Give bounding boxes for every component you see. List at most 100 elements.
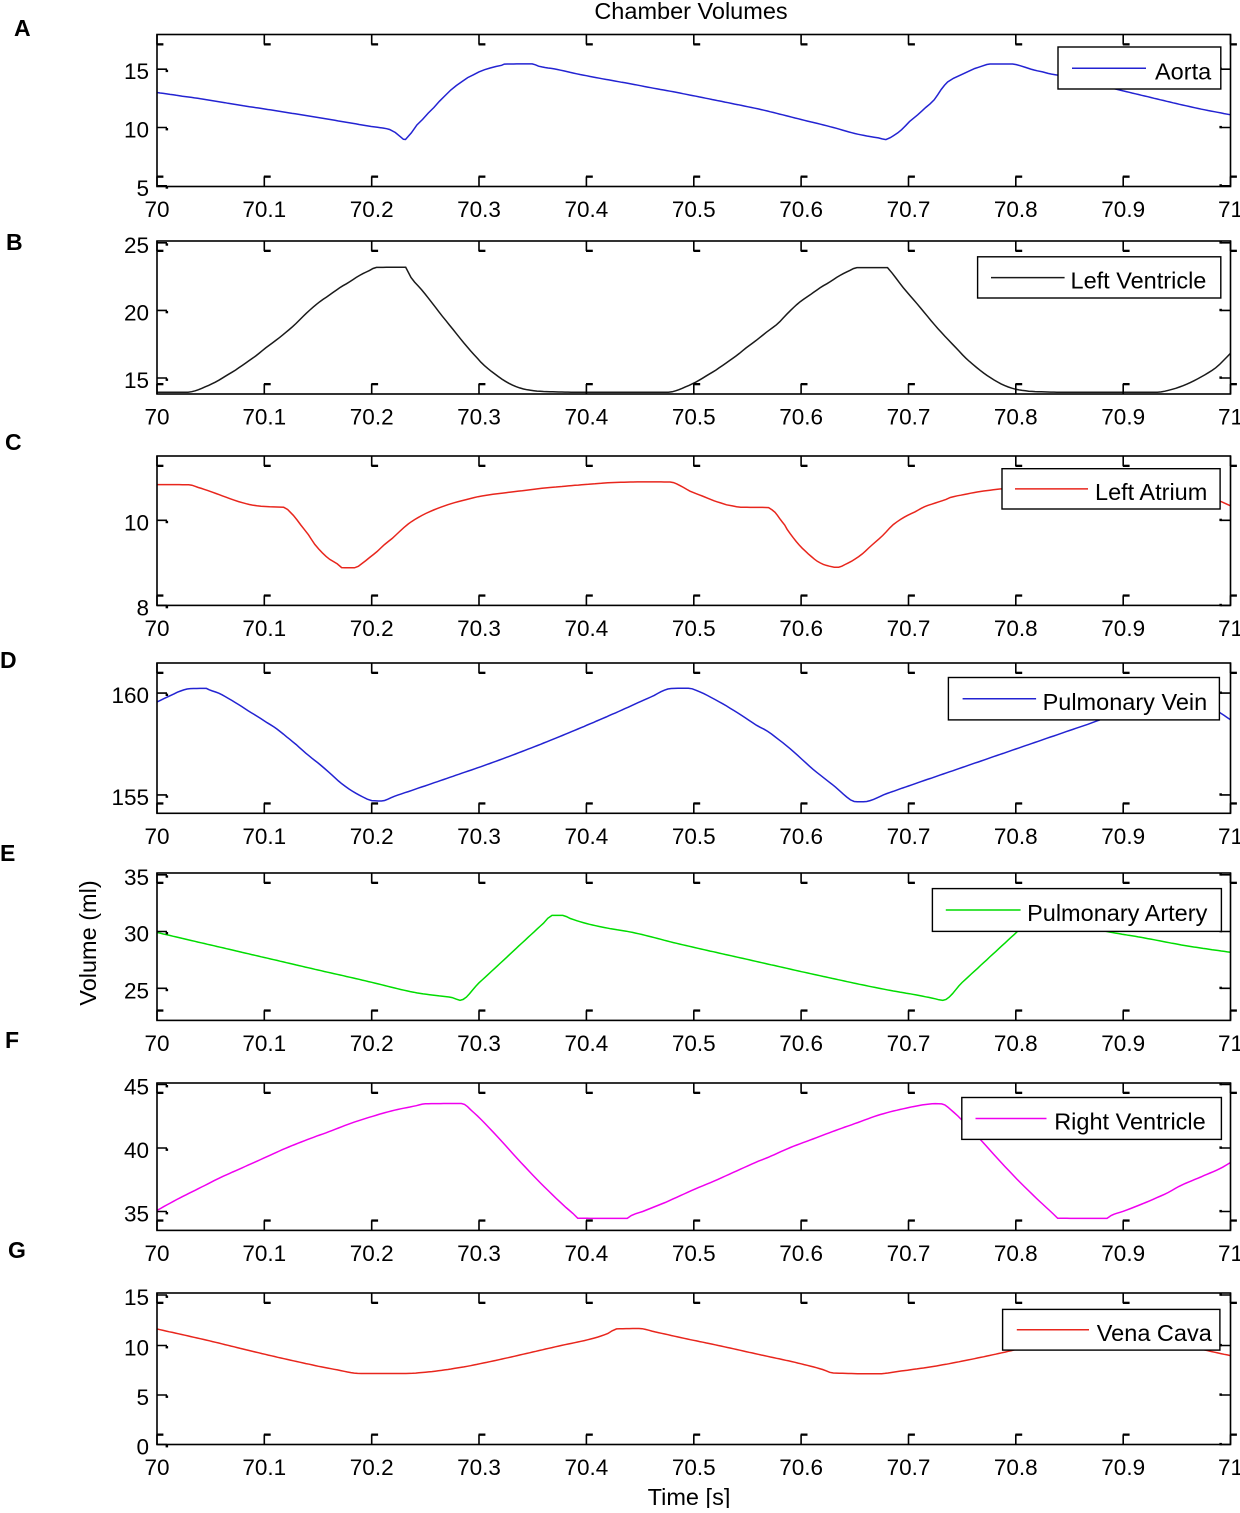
svg-text:70.5: 70.5 bbox=[672, 1455, 716, 1480]
svg-text:70.5: 70.5 bbox=[672, 1031, 716, 1056]
svg-text:70.8: 70.8 bbox=[994, 197, 1038, 222]
svg-text:70.2: 70.2 bbox=[350, 1455, 394, 1480]
svg-text:70.5: 70.5 bbox=[672, 616, 716, 641]
svg-text:70.1: 70.1 bbox=[242, 1031, 286, 1056]
svg-text:70.8: 70.8 bbox=[994, 824, 1038, 849]
svg-text:70.3: 70.3 bbox=[457, 824, 501, 849]
svg-text:70.4: 70.4 bbox=[565, 616, 609, 641]
svg-text:70.7: 70.7 bbox=[887, 1455, 931, 1480]
svg-text:70.7: 70.7 bbox=[887, 197, 931, 222]
svg-text:G: G bbox=[8, 1237, 26, 1263]
svg-text:70.3: 70.3 bbox=[457, 1241, 501, 1266]
svg-text:8: 8 bbox=[136, 595, 149, 620]
svg-text:155: 155 bbox=[111, 785, 149, 810]
svg-text:70.2: 70.2 bbox=[350, 405, 394, 430]
svg-text:Volume (ml): Volume (ml) bbox=[75, 880, 101, 1005]
svg-text:B: B bbox=[6, 229, 23, 255]
svg-text:Aorta: Aorta bbox=[1155, 58, 1212, 84]
svg-text:70.9: 70.9 bbox=[1101, 1455, 1145, 1480]
svg-text:70.9: 70.9 bbox=[1101, 1241, 1145, 1266]
svg-text:20: 20 bbox=[124, 300, 149, 325]
svg-text:70.6: 70.6 bbox=[779, 824, 823, 849]
svg-text:70.4: 70.4 bbox=[565, 405, 609, 430]
svg-text:71: 71 bbox=[1218, 405, 1240, 430]
svg-text:70.6: 70.6 bbox=[779, 616, 823, 641]
svg-text:70.4: 70.4 bbox=[565, 197, 609, 222]
svg-text:70: 70 bbox=[144, 197, 169, 222]
svg-text:70.8: 70.8 bbox=[994, 1241, 1038, 1266]
svg-text:70: 70 bbox=[144, 824, 169, 849]
svg-text:71: 71 bbox=[1218, 197, 1240, 222]
svg-text:70.9: 70.9 bbox=[1101, 405, 1145, 430]
svg-text:70.2: 70.2 bbox=[350, 197, 394, 222]
svg-text:70.1: 70.1 bbox=[242, 824, 286, 849]
svg-text:0: 0 bbox=[136, 1435, 149, 1460]
svg-text:F: F bbox=[5, 1027, 19, 1053]
svg-text:25: 25 bbox=[124, 978, 149, 1003]
svg-text:70.7: 70.7 bbox=[887, 405, 931, 430]
svg-text:70.3: 70.3 bbox=[457, 197, 501, 222]
svg-text:E: E bbox=[0, 840, 15, 866]
svg-text:70.2: 70.2 bbox=[350, 824, 394, 849]
svg-text:30: 30 bbox=[124, 922, 149, 947]
svg-text:40: 40 bbox=[124, 1138, 149, 1163]
svg-text:Chamber Volumes: Chamber Volumes bbox=[594, 0, 787, 24]
svg-text:71: 71 bbox=[1218, 824, 1240, 849]
svg-text:10: 10 bbox=[124, 510, 149, 535]
svg-text:70.4: 70.4 bbox=[565, 1241, 609, 1266]
svg-text:70.2: 70.2 bbox=[350, 1031, 394, 1056]
svg-text:70: 70 bbox=[144, 1241, 169, 1266]
svg-text:160: 160 bbox=[111, 683, 149, 708]
svg-text:70: 70 bbox=[144, 405, 169, 430]
svg-text:25: 25 bbox=[124, 233, 149, 258]
svg-text:70.9: 70.9 bbox=[1101, 616, 1145, 641]
svg-text:70.1: 70.1 bbox=[242, 197, 286, 222]
svg-text:70.7: 70.7 bbox=[887, 1031, 931, 1056]
svg-text:10: 10 bbox=[124, 1336, 149, 1361]
svg-text:70.6: 70.6 bbox=[779, 1241, 823, 1266]
svg-text:70.9: 70.9 bbox=[1101, 1031, 1145, 1056]
svg-text:71: 71 bbox=[1218, 616, 1240, 641]
svg-text:D: D bbox=[0, 647, 17, 673]
svg-text:70.5: 70.5 bbox=[672, 197, 716, 222]
svg-text:Right Ventricle: Right Ventricle bbox=[1054, 1109, 1206, 1135]
svg-text:70.8: 70.8 bbox=[994, 405, 1038, 430]
svg-text:71: 71 bbox=[1218, 1241, 1240, 1266]
svg-text:70.8: 70.8 bbox=[994, 616, 1038, 641]
svg-text:70.7: 70.7 bbox=[887, 824, 931, 849]
svg-text:70.5: 70.5 bbox=[672, 405, 716, 430]
svg-text:Pulmonary Artery: Pulmonary Artery bbox=[1027, 900, 1207, 926]
svg-text:70.6: 70.6 bbox=[779, 197, 823, 222]
svg-text:70.1: 70.1 bbox=[242, 1241, 286, 1266]
svg-text:70.3: 70.3 bbox=[457, 405, 501, 430]
svg-text:Left Ventricle: Left Ventricle bbox=[1071, 268, 1207, 294]
svg-text:70.3: 70.3 bbox=[457, 1455, 501, 1480]
svg-text:5: 5 bbox=[136, 176, 149, 201]
svg-text:70.3: 70.3 bbox=[457, 1031, 501, 1056]
svg-text:70.6: 70.6 bbox=[779, 1031, 823, 1056]
svg-text:70.4: 70.4 bbox=[565, 824, 609, 849]
svg-text:Time [s]: Time [s] bbox=[648, 1484, 731, 1508]
svg-text:45: 45 bbox=[124, 1075, 149, 1100]
svg-text:35: 35 bbox=[124, 1202, 149, 1227]
svg-text:70.1: 70.1 bbox=[242, 616, 286, 641]
svg-text:70.9: 70.9 bbox=[1101, 197, 1145, 222]
svg-text:70.4: 70.4 bbox=[565, 1455, 609, 1480]
svg-text:70.7: 70.7 bbox=[887, 616, 931, 641]
svg-text:70.1: 70.1 bbox=[242, 1455, 286, 1480]
svg-text:70: 70 bbox=[144, 1031, 169, 1056]
svg-text:70.6: 70.6 bbox=[779, 1455, 823, 1480]
svg-text:Vena Cava: Vena Cava bbox=[1097, 1320, 1213, 1346]
svg-text:70.4: 70.4 bbox=[565, 1031, 609, 1056]
svg-text:Pulmonary Vein: Pulmonary Vein bbox=[1043, 689, 1208, 715]
svg-text:70.8: 70.8 bbox=[994, 1455, 1038, 1480]
svg-text:70.2: 70.2 bbox=[350, 1241, 394, 1266]
svg-text:70.5: 70.5 bbox=[672, 1241, 716, 1266]
svg-text:15: 15 bbox=[124, 59, 149, 84]
svg-text:70.9: 70.9 bbox=[1101, 824, 1145, 849]
svg-text:10: 10 bbox=[124, 118, 149, 143]
svg-text:71: 71 bbox=[1218, 1455, 1240, 1480]
svg-text:C: C bbox=[5, 429, 22, 455]
svg-text:70.3: 70.3 bbox=[457, 616, 501, 641]
svg-text:70.5: 70.5 bbox=[672, 824, 716, 849]
